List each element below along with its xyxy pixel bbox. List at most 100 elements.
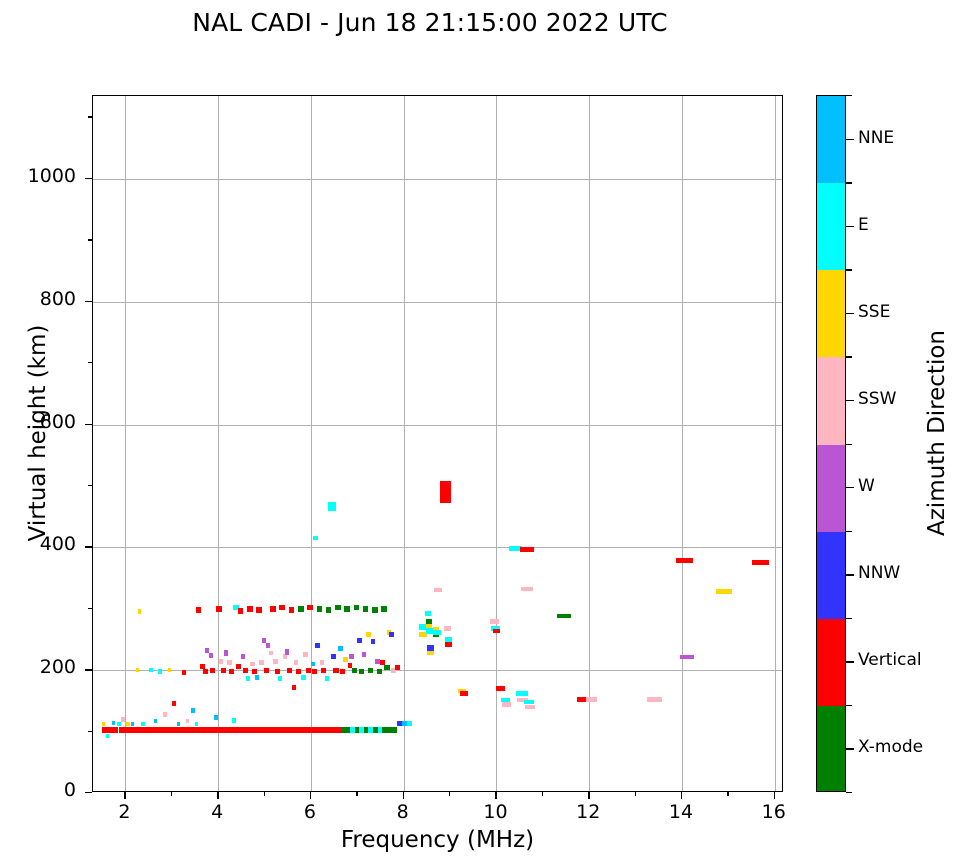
echo-mark — [459, 691, 469, 696]
echo-mark — [131, 722, 135, 727]
y-tick-label: 1000 — [27, 164, 76, 187]
echo-mark — [232, 718, 236, 723]
echo-mark — [227, 660, 232, 666]
echo-mark — [491, 625, 500, 631]
colorbar-tick — [846, 487, 854, 489]
echo-mark — [196, 607, 202, 613]
echo-mark — [201, 726, 208, 733]
echo-mark — [333, 667, 339, 673]
x-tick — [124, 792, 126, 799]
echo-mark — [375, 659, 381, 665]
echo-mark — [200, 664, 205, 669]
echo-mark — [338, 645, 343, 651]
echo-mark — [233, 726, 240, 733]
echo-mark — [261, 726, 268, 733]
echo-mark — [386, 629, 392, 635]
echo-mark — [259, 660, 265, 666]
echo-mark — [326, 726, 333, 733]
echo-mark — [220, 726, 226, 733]
y-axis-title: Virtual height (km) — [25, 324, 51, 542]
echo-mark — [215, 726, 221, 733]
x-axis-title: Frequency (MHz) — [340, 827, 535, 853]
echo-mark — [377, 726, 384, 733]
echo-mark — [363, 726, 370, 733]
echo-mark — [330, 654, 336, 660]
echo-mark — [183, 726, 189, 733]
echo-mark — [349, 654, 355, 660]
gridline-horizontal — [93, 424, 782, 426]
echo-mark — [384, 665, 390, 671]
echo-mark — [502, 702, 512, 707]
echo-mark — [192, 726, 198, 733]
x-tick — [495, 792, 497, 799]
page-title: NAL CADI - Jun 18 21:15:00 2022 UTC — [192, 8, 668, 37]
echo-mark — [208, 652, 213, 659]
echo-mark — [434, 588, 442, 593]
echo-mark — [279, 604, 285, 611]
x-tick-label: 12 — [576, 801, 601, 823]
colorbar-segment-x-mode — [817, 705, 845, 791]
ionogram-plot-area — [92, 95, 783, 792]
x-tick-minor — [356, 792, 358, 796]
echo-mark — [150, 726, 156, 733]
echo-mark — [261, 637, 266, 644]
echo-mark — [402, 721, 408, 727]
colorbar-label-e: E — [858, 214, 869, 235]
echo-mark — [287, 667, 293, 673]
echo-mark — [495, 686, 505, 691]
echo-mark — [245, 676, 250, 682]
echo-mark — [382, 726, 388, 733]
echo-mark — [373, 726, 379, 733]
y-tick — [85, 669, 92, 671]
colorbar-segment-ssw — [817, 357, 845, 445]
echo-mark — [427, 645, 434, 651]
echo-mark — [137, 726, 143, 733]
y-tick-label: 800 — [39, 287, 76, 310]
colorbar-tick — [846, 748, 854, 750]
echo-mark — [243, 726, 249, 733]
echo-mark — [247, 726, 254, 733]
colorbar-segment-nnw — [817, 531, 845, 619]
echo-mark — [255, 675, 260, 680]
echo-mark — [101, 722, 105, 727]
y-tick-minor — [88, 607, 92, 609]
echo-mark — [210, 726, 217, 733]
echo-mark — [387, 726, 393, 733]
echo-mark — [223, 650, 228, 656]
colorbar-boundary-tick — [846, 792, 852, 794]
echo-mark — [362, 606, 369, 612]
echo-mark — [113, 726, 119, 733]
y-tick-label: 600 — [39, 410, 76, 433]
echo-mark — [381, 606, 388, 612]
colorbar-segment-e — [817, 183, 845, 271]
echo-mark — [263, 667, 269, 673]
echo-mark — [444, 642, 452, 647]
echo-mark — [340, 726, 347, 733]
x-tick-label: 16 — [761, 801, 786, 823]
echo-mark — [322, 726, 328, 733]
colorbar-boundary-tick — [846, 443, 852, 445]
gridline-horizontal — [93, 178, 782, 180]
echo-mark — [443, 625, 451, 632]
colorbar-tick — [846, 574, 854, 576]
echo-mark — [157, 669, 162, 674]
echo-mark — [155, 726, 161, 733]
echo-mark — [257, 726, 263, 733]
echo-mark — [380, 660, 385, 666]
y-tick-minor — [88, 730, 92, 732]
x-tick-label: 14 — [668, 801, 694, 823]
echo-mark — [490, 618, 499, 624]
x-tick-minor — [263, 792, 265, 796]
echo-mark — [433, 629, 441, 635]
x-tick — [680, 792, 683, 799]
echo-mark — [577, 697, 592, 703]
echo-mark — [301, 675, 306, 680]
data-canvas — [93, 96, 782, 791]
echo-mark — [135, 668, 140, 673]
echo-mark — [425, 627, 434, 635]
echo-mark — [270, 606, 276, 612]
x-tick — [217, 792, 219, 799]
colorbar-label-ssw: SSW — [858, 388, 897, 409]
echo-mark — [221, 667, 227, 673]
echo-mark — [123, 726, 129, 733]
